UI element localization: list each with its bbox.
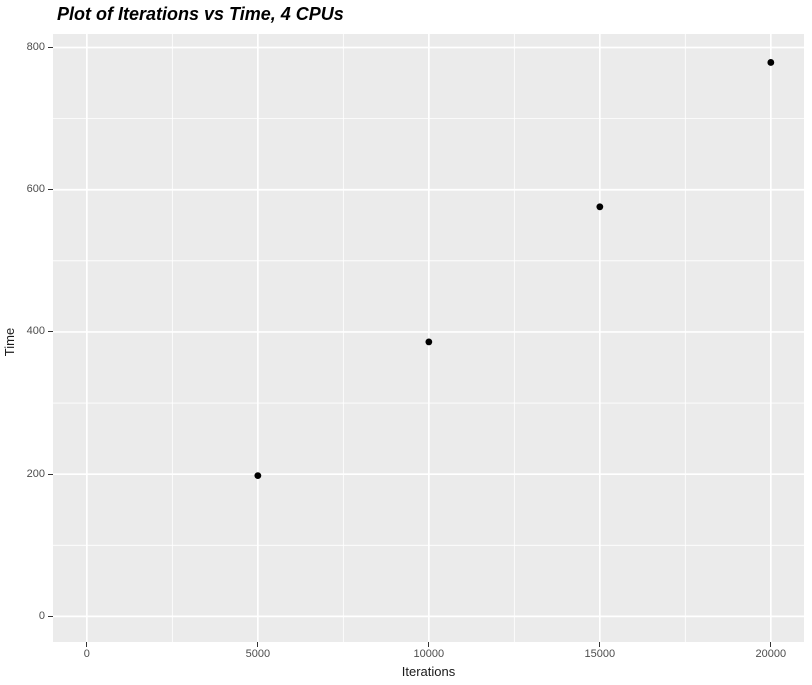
data-point <box>767 59 775 66</box>
y-tick-label: 800 <box>26 41 45 53</box>
y-tick-mark <box>48 331 53 333</box>
plot-area-svg <box>53 34 804 642</box>
y-tick-mark <box>48 189 53 191</box>
x-tick-mark <box>599 642 601 647</box>
data-point <box>254 472 262 479</box>
x-tick-mark <box>770 642 772 647</box>
y-tick-mark <box>48 47 53 48</box>
x-tick-label: 10000 <box>413 648 445 660</box>
y-tick-label: 200 <box>26 467 45 480</box>
x-tick-label: 5000 <box>245 648 271 660</box>
y-axis-title: Time <box>2 327 17 357</box>
y-tick-label: 0 <box>38 609 45 622</box>
x-tick-mark <box>257 642 259 647</box>
x-tick-label: 15000 <box>584 648 616 660</box>
x-tick-label: 0 <box>83 648 90 660</box>
data-point <box>596 203 604 211</box>
plot-panel <box>53 34 804 642</box>
x-tick-label: 20000 <box>755 648 787 660</box>
chart-title: Plot of Iterations vs Time, 4 CPUs <box>57 4 344 24</box>
data-point <box>425 338 433 346</box>
y-tick-mark <box>48 473 53 475</box>
y-tick-label: 600 <box>26 183 45 196</box>
x-tick-mark <box>86 642 88 647</box>
x-axis-title: Iterations <box>401 664 456 679</box>
y-tick-mark <box>48 615 53 617</box>
y-tick-label: 400 <box>26 325 45 338</box>
x-tick-mark <box>428 642 430 647</box>
